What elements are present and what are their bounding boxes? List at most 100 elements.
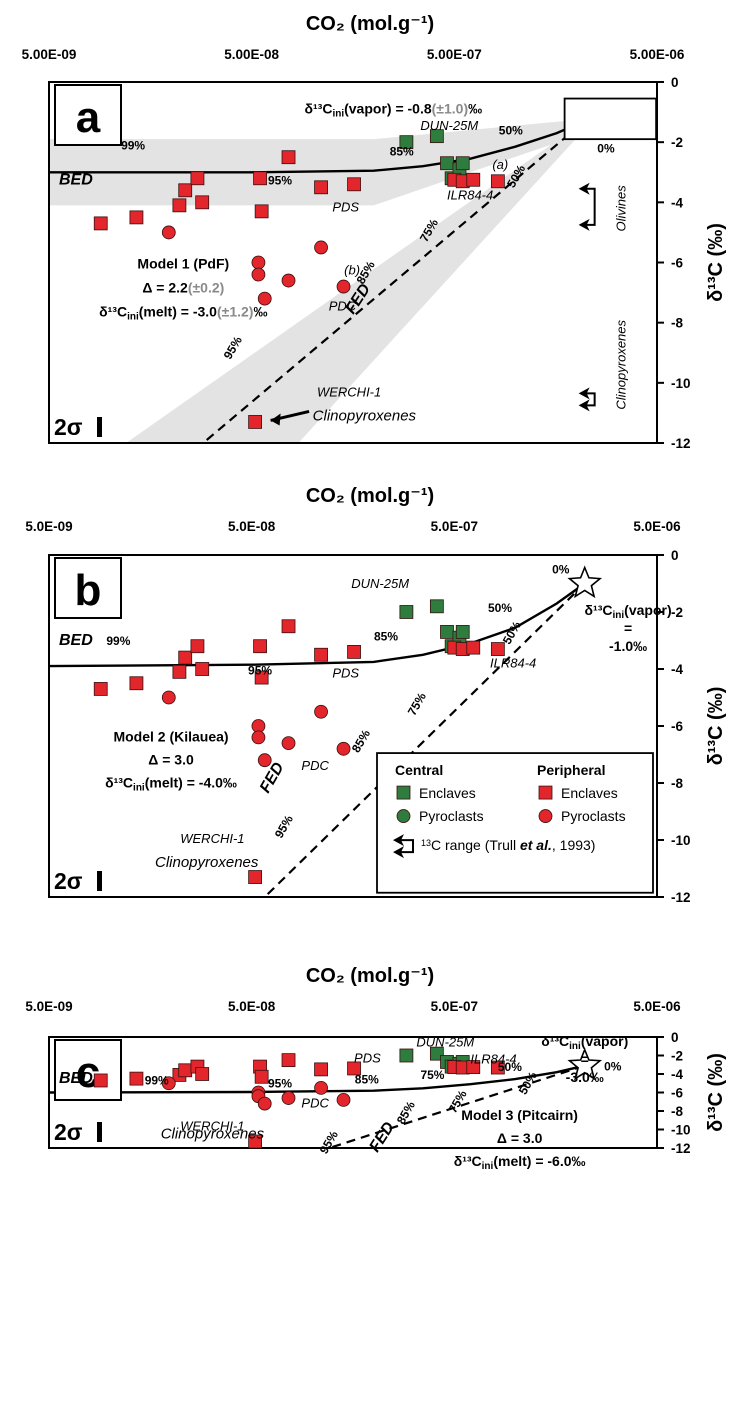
- bed-percent-label: 85%: [374, 630, 398, 644]
- x-tick-label: 5.0E-08: [228, 999, 276, 1014]
- bed-percent-label: 50%: [488, 601, 512, 615]
- data-point-peripheral-enclave: [93, 682, 108, 696]
- data-point-peripheral-enclave: [248, 870, 263, 884]
- label-clinopyroxenes: Clinopyroxenes: [313, 407, 417, 424]
- y-tick-label: -4: [671, 195, 683, 210]
- data-point-peripheral-enclave: [314, 180, 328, 195]
- model-melt-part-2: (melt) = -3.0: [139, 304, 217, 320]
- y-tick-label: -8: [671, 776, 683, 791]
- error-bar: [97, 1122, 102, 1142]
- data-point-peripheral-pyroclast: [314, 240, 328, 255]
- two-sigma-label: 2σ: [54, 414, 83, 440]
- data-point-peripheral-pyroclast: [281, 273, 296, 288]
- side-label-clinopyroxenes: Clinopyroxenes: [614, 319, 629, 409]
- label-dun-25m: DUN-25M: [416, 1035, 474, 1050]
- y-tick-label: -12: [671, 436, 691, 451]
- data-point-central-enclave: [399, 605, 414, 619]
- bed-percent-label: 75%: [420, 1068, 444, 1082]
- label-werchi-1: WERCHI-1: [180, 1118, 244, 1133]
- vapor-composition-part-1: ini: [612, 610, 624, 621]
- fed-label: FED: [366, 1119, 398, 1155]
- y-tick-label: -8: [671, 316, 683, 331]
- fed-percent-label: 75%: [405, 690, 429, 718]
- data-point-peripheral-enclave: [347, 645, 361, 659]
- vapor-composition: δ¹³Cini(vapor): [585, 602, 672, 621]
- vapor-value: -1.0‰: [609, 638, 647, 654]
- vapor-composition: δ¹³Cini(vapor) = -0.8(±1.0)‰: [305, 101, 483, 120]
- panel-letter-box: [54, 84, 122, 146]
- data-point-peripheral-enclave: [248, 1134, 263, 1149]
- star-label: 0%: [604, 1060, 622, 1074]
- x-tick-label: 5.0E-08: [228, 519, 276, 534]
- data-point-peripheral-enclave: [490, 642, 505, 656]
- data-point-peripheral-enclave: [129, 676, 144, 691]
- data-point-peripheral-pyroclast: [281, 736, 296, 750]
- two-sigma-label: 2σ: [54, 1119, 83, 1145]
- vapor-composition-part-0: δ¹³C: [305, 101, 333, 117]
- data-point-central-enclave: [429, 129, 444, 144]
- legend-central-heading: Central: [395, 762, 443, 778]
- y-tick-label: -6: [671, 1086, 683, 1101]
- data-point-peripheral-enclave: [195, 662, 210, 676]
- label-pdc: PDC: [301, 1095, 329, 1110]
- data-point-peripheral-pyroclast: [257, 753, 272, 768]
- data-point-peripheral-enclave: [129, 210, 144, 225]
- panel-c: CO₂ (mol.g⁻¹) 5.0E-09 5.0E-08 5.0E-07 5.0E-0…: [25, 965, 727, 1172]
- annotation-a: (a): [492, 157, 508, 172]
- x-tick-label: 5.0E-07: [431, 999, 478, 1014]
- legend-range-text-part-1: C range (Trull: [431, 837, 520, 853]
- fed-percent-label: 95%: [221, 334, 245, 362]
- data-point-peripheral-enclave: [347, 177, 361, 192]
- bed-percent-label: 95%: [248, 664, 272, 678]
- legend-range-text-part-3: , 1993): [552, 837, 596, 853]
- vapor-equals: =: [581, 1051, 589, 1067]
- legend-peripheral-enclaves: Enclaves: [561, 785, 618, 801]
- x-tick-label: 5.00E-08: [224, 47, 279, 62]
- legend-peripheral-enclave-swatch: [538, 785, 553, 800]
- vapor-composition-part-4: ‰: [468, 101, 482, 117]
- y-tick-label: 0: [671, 1030, 679, 1045]
- vapor-composition-part-2: (vapor): [624, 602, 671, 618]
- data-point-central-enclave: [455, 156, 470, 171]
- label-dun-25m: DUN-25M: [420, 118, 478, 133]
- model-melt-part-0: δ¹³C: [454, 1153, 482, 1169]
- data-point-peripheral-pyroclast: [336, 741, 351, 756]
- legend-peripheral-heading: Peripheral: [537, 762, 605, 778]
- model-title: Model 2 (Kilauea): [113, 729, 228, 745]
- y-tick-label: -12: [671, 890, 691, 905]
- x-tick-label: 5.00E-06: [630, 47, 685, 62]
- legend-central-enclave-swatch: [396, 785, 411, 800]
- data-point-peripheral-pyroclast: [161, 690, 176, 705]
- data-point-peripheral-enclave: [93, 216, 108, 231]
- panel-letter: c: [76, 1048, 100, 1097]
- data-point-peripheral-enclave: [190, 171, 205, 186]
- model-delta-part-1: (±0.2): [188, 280, 224, 296]
- model-melt: δ¹³Cini(melt) = -4.0‰: [105, 775, 237, 794]
- y-tick-label: -2: [671, 135, 683, 150]
- x-tick-label: 5.00E-07: [427, 47, 482, 62]
- model-melt-part-0: δ¹³C: [105, 775, 133, 791]
- x-tick-label: 5.0E-06: [633, 519, 681, 534]
- data-point-peripheral-enclave: [466, 172, 481, 187]
- data-point-peripheral-pyroclast: [251, 267, 266, 282]
- error-bar: [97, 417, 102, 437]
- data-point-peripheral-enclave: [129, 1071, 144, 1086]
- data-point-peripheral-enclave: [172, 198, 187, 213]
- fed-percent-label: 85%: [349, 727, 373, 755]
- data-point-peripheral-enclave: [178, 183, 193, 198]
- data-point-peripheral-enclave: [281, 619, 296, 634]
- model-melt-part-2: (melt) = -6.0‰: [493, 1153, 585, 1169]
- bed-percent-label: 99%: [145, 1074, 169, 1088]
- data-point-peripheral-enclave: [93, 1073, 108, 1088]
- cpx-range-arrow-heads: [578, 387, 590, 412]
- vapor-equals: =: [624, 620, 632, 636]
- fed-percent-label: 85%: [394, 1099, 418, 1127]
- data-point-peripheral-pyroclast: [257, 291, 272, 306]
- y-axis-title: δ¹³C (‰): [705, 1053, 727, 1132]
- legend-range-text: 13C range (Trull et al., 1993): [421, 837, 595, 853]
- two-sigma-label: 2σ: [54, 868, 83, 894]
- panel-b: CO₂ (mol.g⁻¹) 5.0E-09 5.0E-08 5.0E-07 5.0E-0…: [25, 485, 727, 905]
- vapor-value-part-0: -3.0‰: [566, 1069, 604, 1085]
- model-melt-part-1: ini: [482, 1161, 494, 1172]
